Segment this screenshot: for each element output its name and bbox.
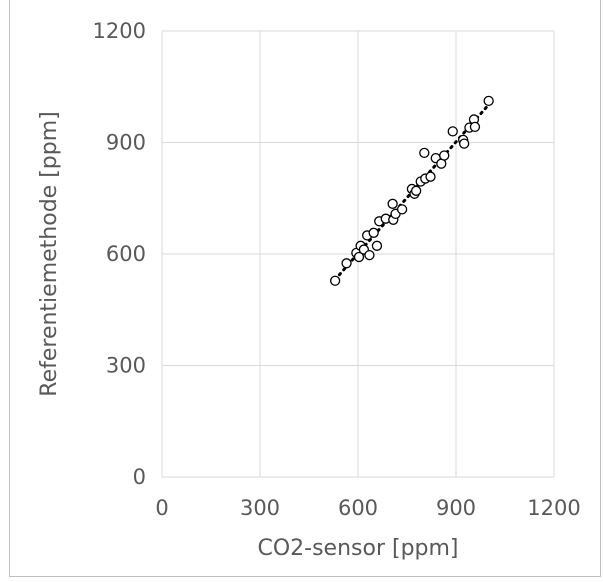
data-point	[425, 171, 436, 182]
data-point	[419, 147, 430, 159]
x-axis-title: CO2-sensor [ppm]	[257, 536, 458, 561]
x-tick-label: 1200	[527, 496, 580, 520]
y-tick-label: 900	[106, 131, 146, 155]
gridlines	[161, 30, 555, 478]
data-point	[410, 185, 422, 196]
data-point	[396, 204, 408, 215]
data-point	[387, 198, 398, 209]
x-tick-label: 300	[240, 496, 280, 520]
data-points	[329, 95, 494, 286]
scatter-chart: 0 300 600 900 1200 0 300 600 900 1200 CO2-sensor …	[37, 19, 581, 561]
data-point	[353, 251, 365, 263]
data-point	[483, 95, 494, 107]
y-axis-title: Referentiemethode [ppm]	[37, 111, 62, 396]
data-point	[459, 138, 470, 149]
x-tick-label: 0	[155, 496, 168, 520]
y-tick-label: 0	[133, 465, 146, 489]
data-point	[439, 150, 450, 161]
data-point	[364, 249, 375, 261]
chart-area: 0 300 600 900 1200 0 300 600 900 1200 CO2-sensor …	[9, 0, 601, 577]
x-tick-label: 600	[338, 496, 378, 520]
tick-labels: 0 300 600 900 1200 0 300 600 900 1200	[93, 19, 581, 520]
data-point	[371, 240, 383, 251]
data-point	[329, 275, 341, 286]
data-point	[447, 126, 458, 137]
x-tick-label: 900	[436, 496, 476, 520]
data-point	[368, 227, 379, 238]
y-tick-label: 300	[106, 354, 146, 378]
y-tick-label: 600	[106, 242, 146, 266]
data-point	[469, 121, 481, 133]
y-tick-label: 1200	[93, 19, 146, 43]
data-point	[341, 258, 352, 269]
